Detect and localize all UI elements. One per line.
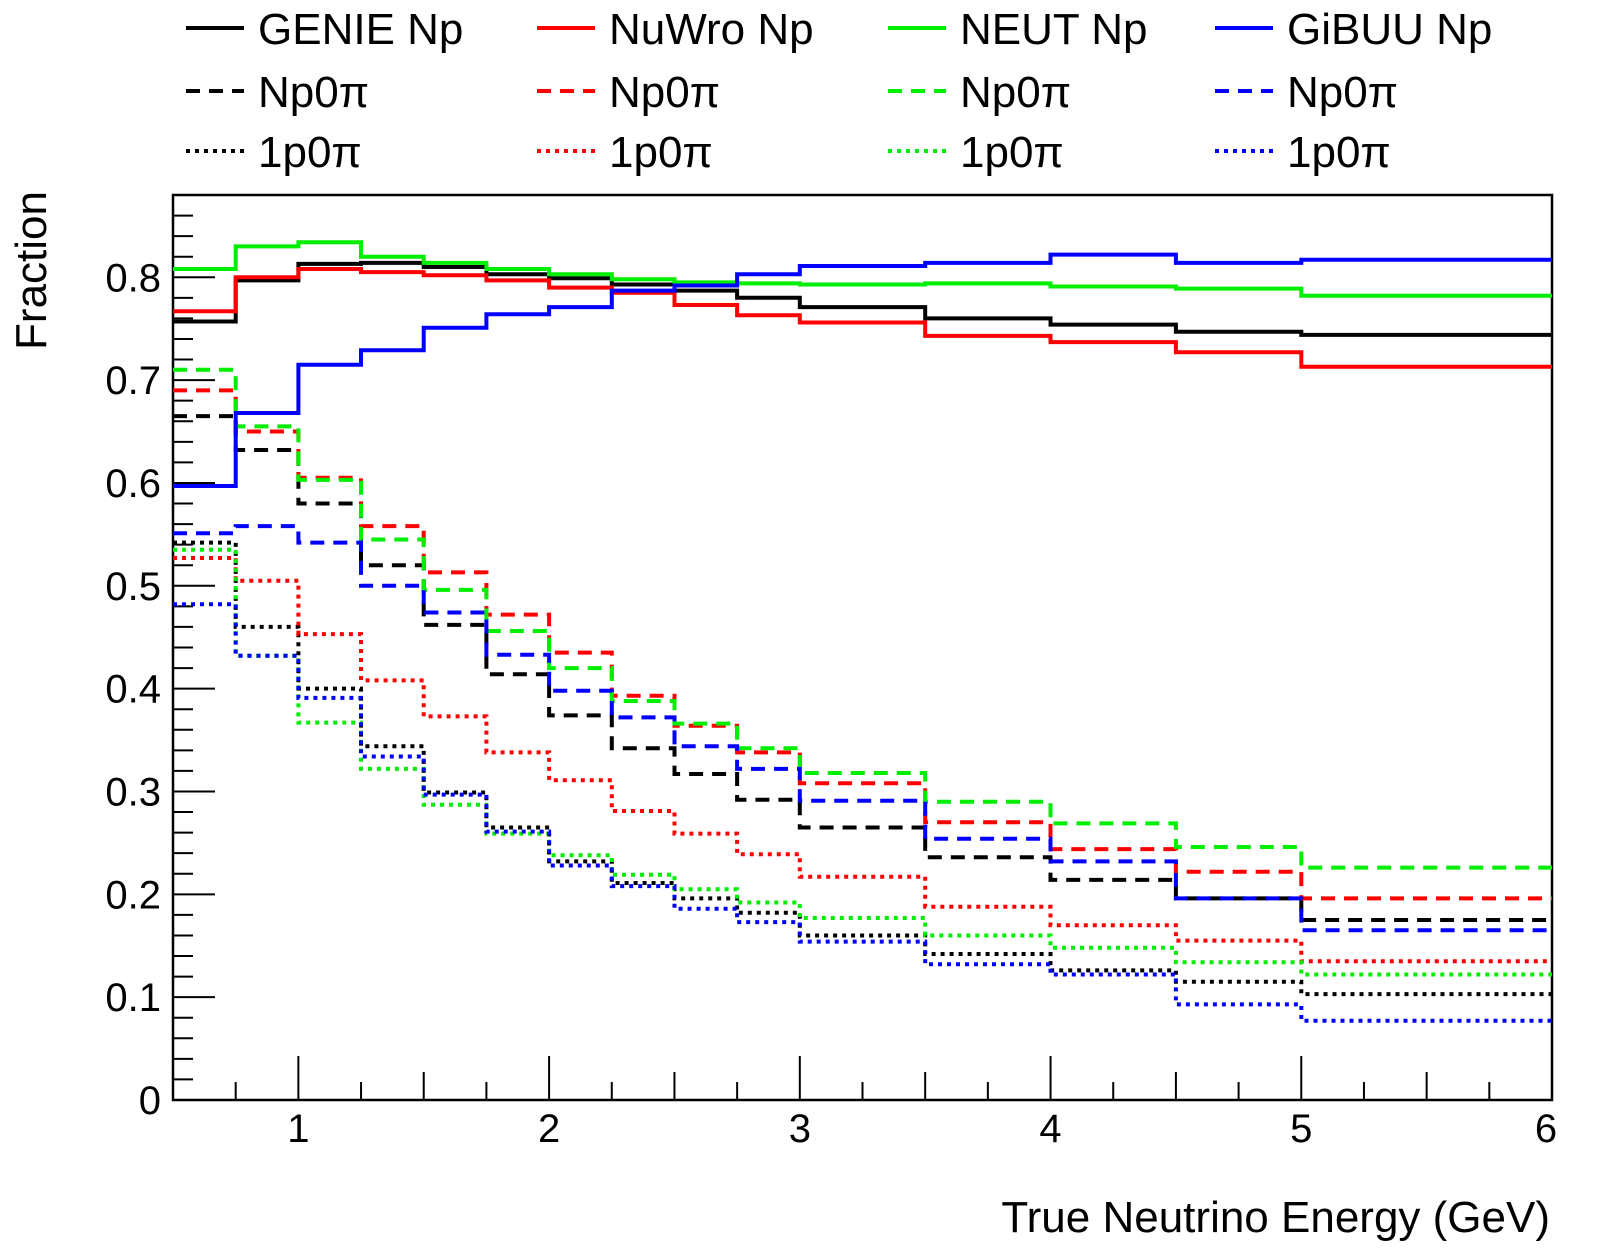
y-tick-label: 0.7 — [105, 359, 161, 403]
legend-entry-neut-solid: NEUT Np — [888, 5, 1147, 54]
y-tick-label: 0.8 — [105, 256, 161, 300]
legend: GENIE Np Np0π 1p0π NuWro Np Np0π 1p0π NEUT Np N… — [186, 5, 1492, 177]
y-tick-label: 0 — [139, 1079, 161, 1123]
plot-area — [171, 193, 1554, 1102]
legend-entry-nuwro-dashed: Np0π — [537, 68, 720, 117]
x-tick-label: 4 — [1039, 1107, 1061, 1151]
series-neut-dotted — [173, 547, 1552, 977]
y-tick-label: 0.5 — [105, 565, 161, 609]
x-tick-label: 6 — [1535, 1107, 1557, 1151]
legend-label: 1p0π — [1287, 128, 1391, 177]
series-genie-solid — [173, 260, 1552, 337]
legend-entry-nuwro-dotted: 1p0π — [537, 128, 713, 177]
legend-entry-gibuu-solid: GiBUU Np — [1215, 5, 1492, 54]
y-tick-label: 0.2 — [105, 873, 161, 917]
legend-label: Np0π — [258, 68, 369, 117]
legend-label: Np0π — [609, 68, 720, 117]
legend-label: NuWro Np — [609, 5, 814, 54]
x-tick-labels: 1 2 3 4 5 6 — [287, 1107, 1557, 1151]
x-axis-title: True Neutrino Energy (GeV) — [1001, 1193, 1550, 1242]
minor-ticks — [173, 214, 1491, 1100]
series-genie-dotted — [173, 540, 1552, 997]
y-tick-labels: 0 0.1 0.2 0.3 0.4 0.5 0.6 0.7 0.8 — [105, 256, 161, 1123]
legend-label: GENIE Np — [258, 5, 463, 54]
legend-entry-gibuu-dotted: 1p0π — [1215, 128, 1391, 177]
legend-label: 1p0π — [258, 128, 362, 177]
x-tick-label: 2 — [538, 1107, 560, 1151]
series-neut-dashed — [173, 367, 1552, 870]
legend-entry-neut-dotted: 1p0π — [888, 128, 1064, 177]
y-tick-label: 0.3 — [105, 770, 161, 814]
legend-entry-genie-dotted: 1p0π — [186, 128, 362, 177]
series-gibuu-dashed — [173, 524, 1552, 933]
y-axis-title: Fraction — [7, 191, 56, 350]
legend-entry-nuwro-solid: NuWro Np — [537, 5, 814, 54]
series-gibuu-dotted — [173, 602, 1552, 1023]
x-tick-label: 1 — [287, 1107, 309, 1151]
series-nuwro-dotted — [173, 556, 1552, 964]
series-neut-solid — [173, 240, 1552, 298]
legend-label: 1p0π — [960, 128, 1064, 177]
legend-entry-neut-dashed: Np0π — [888, 68, 1071, 117]
series-gibuu-solid — [173, 252, 1552, 488]
series-nuwro-solid — [173, 267, 1552, 369]
major-ticks — [173, 276, 1553, 1101]
legend-label: Np0π — [960, 68, 1071, 117]
x-tick-label: 3 — [789, 1107, 811, 1151]
series-group — [173, 240, 1552, 1023]
y-tick-label: 0.6 — [105, 462, 161, 506]
legend-entry-genie-solid: GENIE Np — [186, 5, 463, 54]
legend-entry-gibuu-dashed: Np0π — [1215, 68, 1398, 117]
legend-label: NEUT Np — [960, 5, 1147, 54]
legend-entry-genie-dashed: Np0π — [186, 68, 369, 117]
y-tick-label: 0.4 — [105, 668, 161, 712]
plot-frame — [171, 193, 1554, 1102]
y-tick-label: 0.1 — [105, 976, 161, 1020]
series-genie-dashed — [173, 414, 1552, 922]
series-nuwro-dashed — [173, 388, 1552, 901]
x-tick-label: 5 — [1290, 1107, 1312, 1151]
legend-label: Np0π — [1287, 68, 1398, 117]
legend-label: 1p0π — [609, 128, 713, 177]
legend-label: GiBUU Np — [1287, 5, 1492, 54]
